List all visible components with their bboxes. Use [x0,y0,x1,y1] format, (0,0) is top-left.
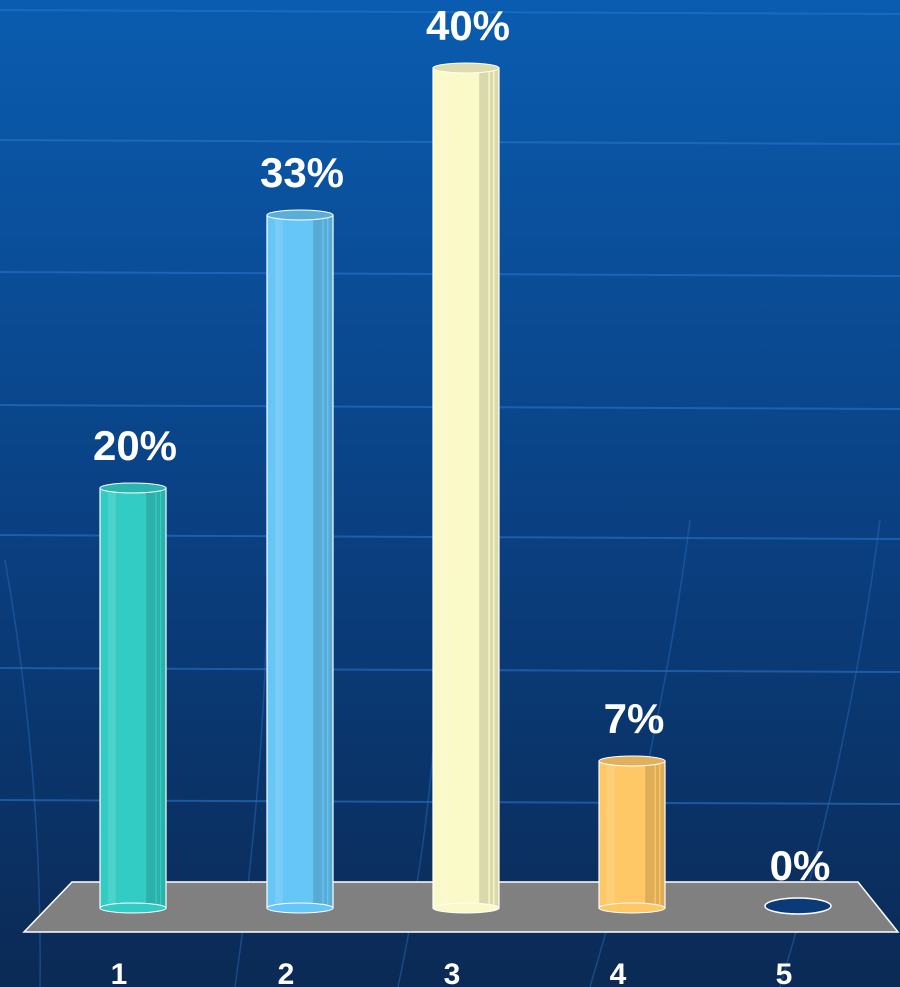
bar-5 [764,897,832,915]
bar-top-cap [432,62,500,74]
bar-2 [266,209,334,914]
x-axis-tick-labels: 1 2 3 4 5 [111,958,793,987]
data-label-2: 33% [260,149,344,196]
bar-base-disk [764,897,832,915]
x-tick-label-5: 5 [776,958,793,987]
x-tick-label-2: 2 [278,958,295,987]
bar-top-cap [99,482,167,494]
data-label-1: 20% [93,422,177,469]
data-labels-layer: 20% 33% 40% 7% 0% [93,2,830,889]
bar-top-cap [598,755,666,767]
bar-top-cap [266,209,334,221]
bar-1 [99,482,167,914]
data-label-5: 0% [770,842,831,889]
data-label-3: 40% [426,2,510,49]
bar-3 [432,62,500,914]
x-tick-label-3: 3 [444,958,461,987]
x-tick-label-4: 4 [610,958,627,987]
x-tick-label-1: 1 [111,958,128,987]
bars-layer [99,62,832,915]
data-label-4: 7% [604,695,665,742]
bar-4 [598,755,666,914]
